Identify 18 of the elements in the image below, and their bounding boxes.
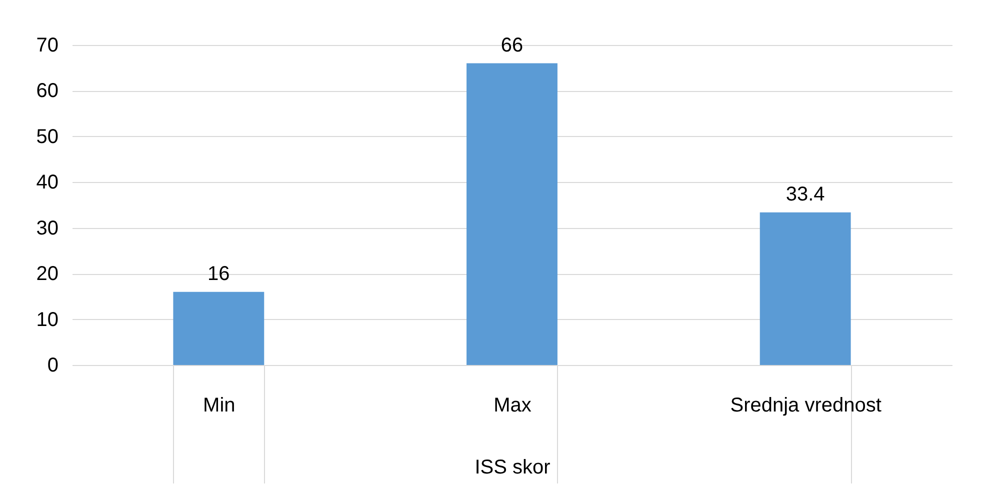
data-label: 33.4 xyxy=(786,183,825,206)
x-tick-label: Max xyxy=(494,394,532,416)
x-tick-label: Srednja vrednost xyxy=(730,394,882,416)
bar xyxy=(466,63,558,365)
y-tick-label: 20 xyxy=(36,263,58,286)
y-tick-label: 0 xyxy=(47,354,58,376)
x-axis-title: ISS skor xyxy=(474,456,551,478)
y-tick-label: 10 xyxy=(36,308,58,331)
y-tick-label: 60 xyxy=(36,80,58,102)
bar xyxy=(760,212,851,365)
x-tick-label: Min xyxy=(203,394,236,416)
y-tick-label: 30 xyxy=(36,217,58,240)
y-tick-label: 50 xyxy=(36,126,58,148)
y-tick-label: 40 xyxy=(36,172,58,194)
y-tick-label: 70 xyxy=(36,34,58,56)
bar xyxy=(173,292,264,365)
data-label: 66 xyxy=(500,34,524,56)
data-label: 16 xyxy=(208,262,230,285)
